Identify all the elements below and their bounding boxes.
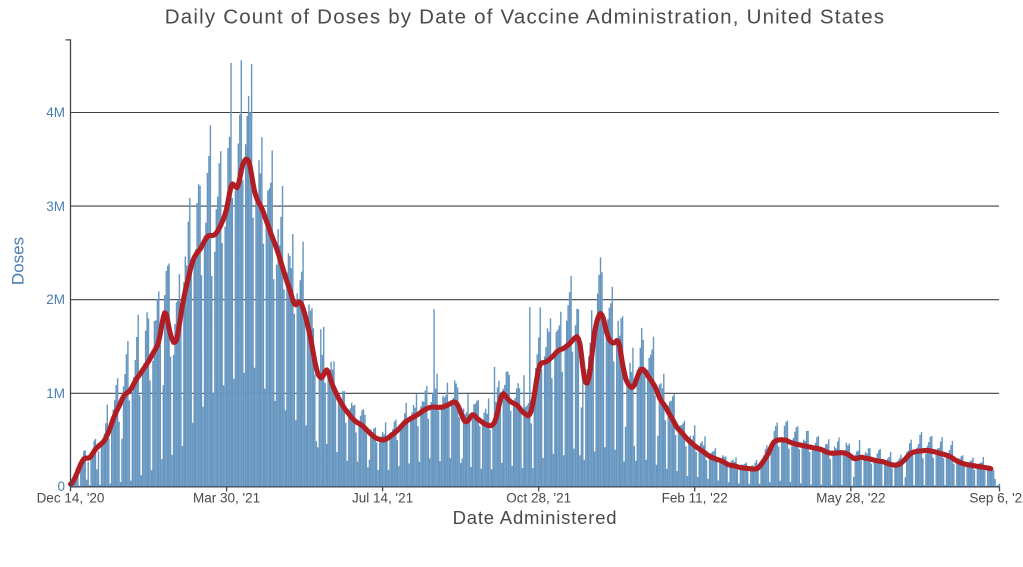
svg-text:Sep 6, '22: Sep 6, '22 <box>969 491 1023 506</box>
svg-text:Oct 28, '21: Oct 28, '21 <box>506 491 571 506</box>
svg-text:Jul 14, '21: Jul 14, '21 <box>352 491 413 506</box>
svg-text:Mar 30, '21: Mar 30, '21 <box>193 491 260 506</box>
svg-text:Feb 11, '22: Feb 11, '22 <box>662 491 728 506</box>
svg-text:Dec 14, '20: Dec 14, '20 <box>37 491 105 506</box>
svg-text:3M: 3M <box>46 199 65 214</box>
svg-text:May 28, '22: May 28, '22 <box>816 491 885 506</box>
svg-text:1M: 1M <box>46 386 65 401</box>
svg-text:Doses: Doses <box>9 237 28 285</box>
svg-text:Daily Count of Doses by Date o: Daily Count of Doses by Date of Vaccine … <box>165 6 886 29</box>
svg-text:4M: 4M <box>46 105 65 120</box>
svg-text:2M: 2M <box>46 292 65 307</box>
svg-text:0: 0 <box>57 479 65 494</box>
svg-text:Date Administered: Date Administered <box>453 507 618 528</box>
